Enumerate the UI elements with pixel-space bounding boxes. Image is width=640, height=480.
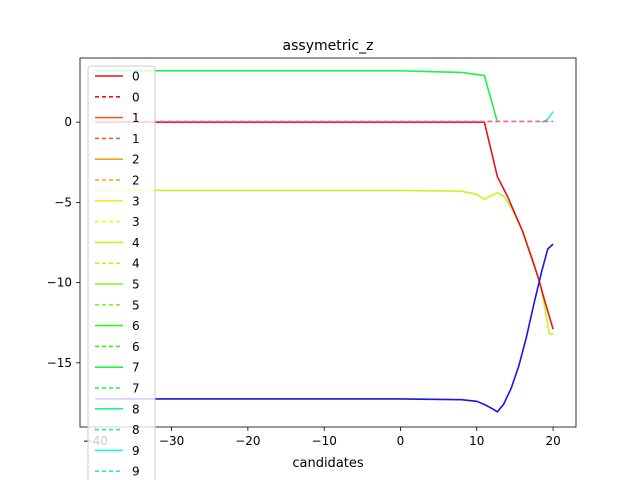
legend-label: 8 [132, 423, 140, 437]
legend-label: 2 [132, 174, 140, 188]
series-line-2 [95, 121, 554, 330]
y-tick-label: −10 [47, 276, 72, 290]
x-tick-label: −30 [159, 434, 184, 448]
legend-label: 5 [132, 298, 140, 312]
legend-label: 9 [132, 465, 140, 479]
legend-label: 9 [132, 444, 140, 458]
legend-label: 8 [132, 402, 140, 416]
legend-label: 5 [132, 278, 140, 292]
chart-title: assymetric_z [283, 38, 374, 54]
series-line-0 [95, 70, 499, 123]
legend-label: 6 [132, 319, 140, 333]
axes-frame [79, 57, 577, 428]
legend-label: 1 [132, 111, 140, 125]
x-tick-label: 10 [469, 434, 484, 448]
y-tick-label: −15 [47, 356, 72, 370]
legend-label: 4 [132, 257, 140, 271]
x-tick-label: −10 [312, 434, 337, 448]
x-tick-label: 20 [545, 434, 560, 448]
legend-label: 2 [132, 153, 140, 167]
legend-label: 7 [132, 361, 140, 375]
legend: 0 0 1 1 2 2 3 3 4 4 5 5 6 6 7 7 8 8 9 9 [87, 65, 156, 480]
series-line-3 [95, 243, 554, 413]
plot-area [95, 70, 554, 413]
y-tick-label: 0 [64, 115, 72, 129]
legend-label: 7 [132, 382, 140, 396]
x-tick-label: 0 [397, 434, 405, 448]
legend-label: 3 [132, 215, 140, 229]
x-tick-label: −20 [235, 434, 260, 448]
legend-label: 0 [132, 90, 140, 104]
legend-box [87, 65, 156, 480]
legend-label: 1 [132, 132, 140, 146]
legend-label: 3 [132, 194, 140, 208]
legend-label: 4 [132, 236, 140, 250]
y-tick-label: −5 [54, 195, 72, 209]
legend-label: 0 [132, 70, 140, 84]
x-axis-label: candidates [292, 456, 364, 471]
legend-label: 6 [132, 340, 140, 354]
